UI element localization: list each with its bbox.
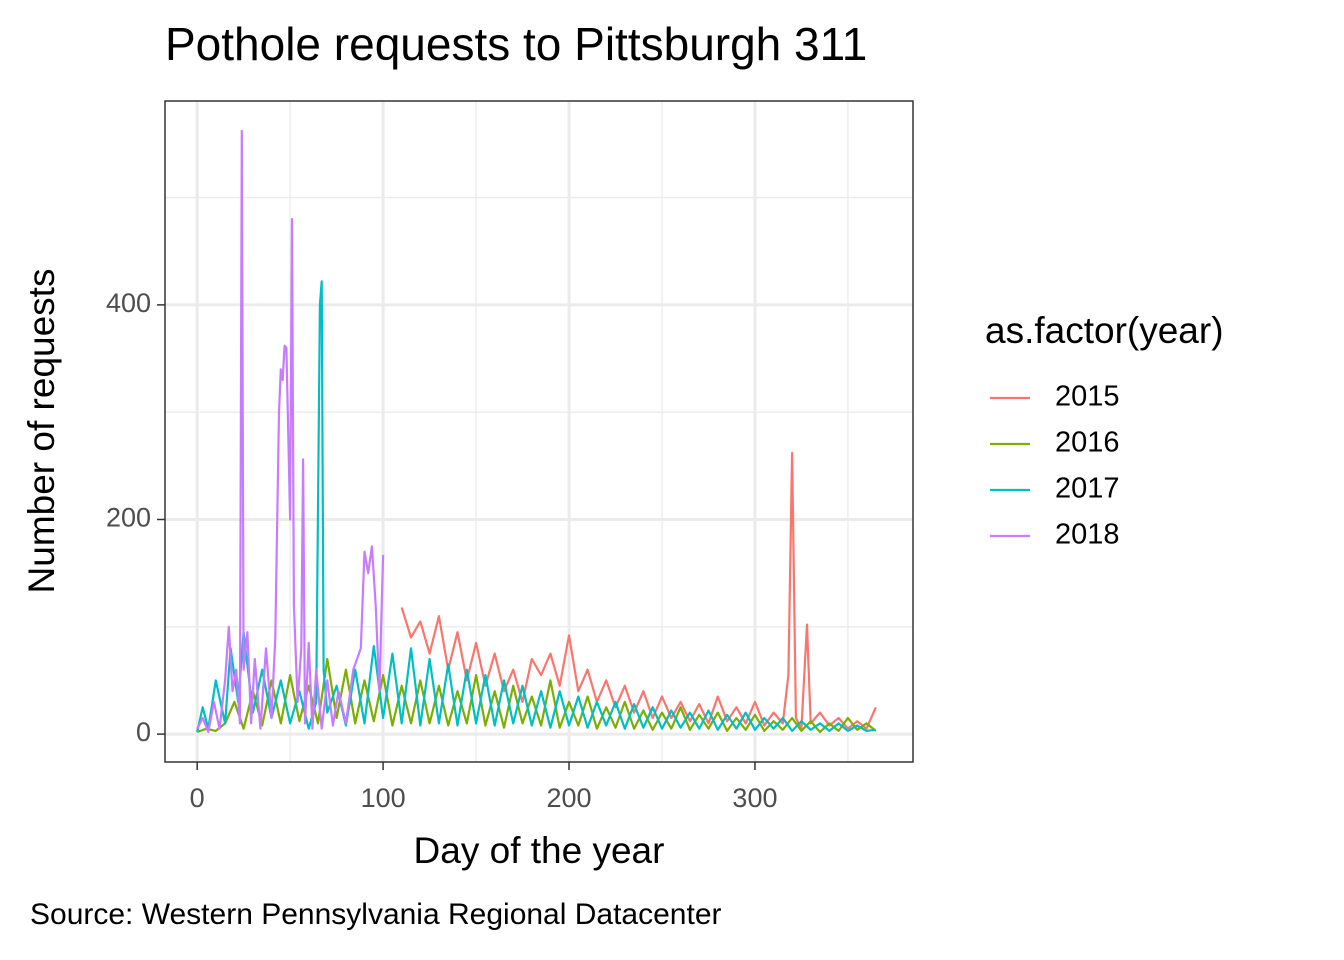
x-axis-title: Day of the year bbox=[414, 830, 665, 871]
y-tick-label: 400 bbox=[106, 288, 151, 318]
legend-label: 2016 bbox=[1055, 427, 1120, 459]
x-tick-label: 200 bbox=[546, 783, 591, 813]
chart-title: Pothole requests to Pittsburgh 311 bbox=[165, 18, 867, 70]
y-tick-label: 0 bbox=[136, 717, 151, 747]
legend-label: 2015 bbox=[1055, 381, 1120, 413]
plot-border bbox=[164, 100, 914, 763]
x-tick-label: 300 bbox=[732, 783, 777, 813]
series-line bbox=[196, 280, 876, 733]
x-tick-label: 0 bbox=[190, 783, 205, 813]
x-tick-label: 100 bbox=[361, 783, 406, 813]
y-tick-label: 200 bbox=[106, 503, 151, 533]
series-line bbox=[196, 129, 385, 734]
legend-label: 2017 bbox=[1055, 473, 1120, 505]
legend-label: 2018 bbox=[1055, 519, 1120, 551]
caption: Source: Western Pennsylvania Regional Da… bbox=[30, 898, 722, 931]
legend-title: as.factor(year) bbox=[985, 310, 1224, 351]
y-axis-title: Number of requests bbox=[21, 269, 62, 594]
series-line bbox=[400, 451, 877, 730]
